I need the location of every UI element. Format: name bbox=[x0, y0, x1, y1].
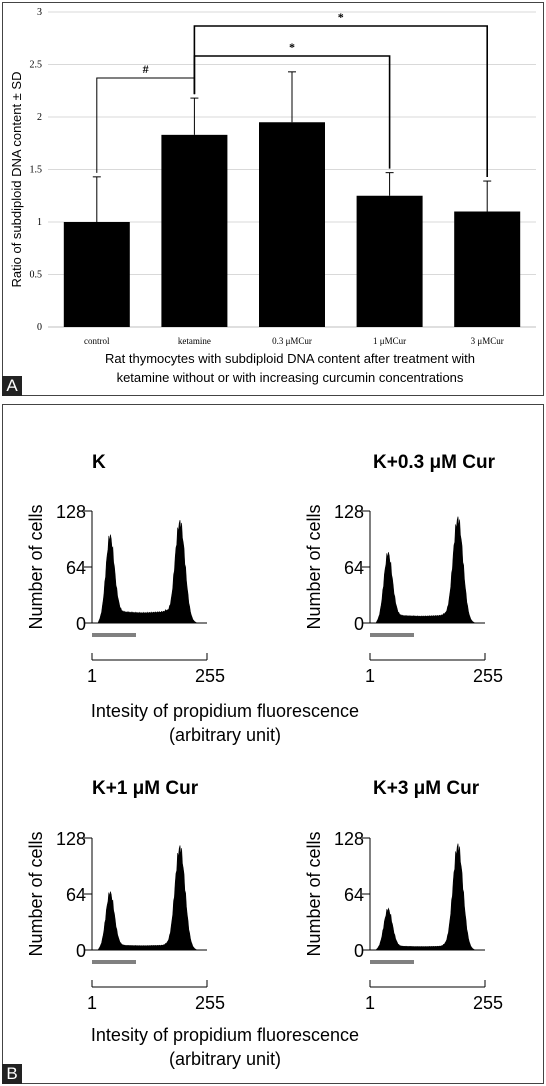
histogram-panel: K+3 μM Cur 0 64 128 1 255 Number of cells bbox=[304, 778, 503, 1013]
y-axis-label: Number of cells bbox=[304, 831, 324, 956]
x-axis-label: ketamine without or with increasing curc… bbox=[117, 370, 464, 385]
y-tick-label: 128 bbox=[56, 502, 86, 522]
x-tick-label: ketamine bbox=[178, 336, 211, 346]
histogram-panel: K+0.3 μM Cur 0 64 128 1 255 Number of cells bbox=[304, 452, 503, 686]
bar bbox=[356, 195, 423, 327]
y-tick-label: 0 bbox=[354, 941, 364, 961]
y-tick-label: 64 bbox=[344, 558, 364, 578]
y-tick-label: 1 bbox=[37, 217, 42, 228]
panel-b-frame bbox=[2, 404, 544, 1084]
bar bbox=[454, 211, 521, 327]
panel-label-b: B bbox=[2, 1064, 22, 1084]
x-tick-label: 255 bbox=[195, 993, 225, 1013]
x-tick-label: 1 μMCur bbox=[373, 336, 406, 346]
bar bbox=[63, 222, 130, 327]
histogram-area bbox=[375, 516, 475, 624]
y-tick-label: 64 bbox=[66, 885, 86, 905]
x-axis-label: (arbitrary unit) bbox=[169, 1049, 281, 1069]
x-tick-label: 1 bbox=[87, 993, 97, 1013]
x-axis-label: Rat thymocytes with subdiploid DNA conte… bbox=[105, 351, 475, 366]
significance-marker: * bbox=[338, 10, 344, 24]
y-tick-label: 0 bbox=[76, 614, 86, 634]
panel-a-frame bbox=[2, 2, 544, 396]
x-tick-label: 255 bbox=[195, 666, 225, 686]
histogram-area bbox=[97, 520, 197, 624]
y-tick-label: 2 bbox=[37, 112, 42, 123]
subdiploid-gate-bar bbox=[92, 960, 136, 964]
y-tick-label: 64 bbox=[66, 558, 86, 578]
y-tick-label: 64 bbox=[344, 885, 364, 905]
subdiploid-gate-bar bbox=[370, 633, 414, 637]
significance-marker: * bbox=[289, 40, 295, 54]
bar bbox=[161, 134, 228, 327]
x-axis-label: Intesity of propidium fluorescence bbox=[91, 701, 359, 721]
y-tick-label: 3 bbox=[37, 7, 42, 18]
subdiploid-gate-bar bbox=[370, 960, 414, 964]
x-tick-label: 3 μMCur bbox=[471, 336, 504, 346]
x-tick-label: 1 bbox=[87, 666, 97, 686]
histogram-panel: K+1 μM Cur 0 64 128 1 255 Number of cells bbox=[26, 778, 225, 1013]
y-axis-label: Ratio of subdiploid DNA content ± SD bbox=[9, 72, 24, 288]
y-tick-label: 0 bbox=[37, 322, 42, 333]
x-tick-label: 1 bbox=[365, 993, 375, 1013]
x-tick-label: 255 bbox=[473, 666, 503, 686]
y-axis-label: Number of cells bbox=[26, 831, 46, 956]
y-tick-label: 2.5 bbox=[30, 60, 43, 71]
panel-label-a: A bbox=[2, 376, 22, 396]
y-axis-label: Number of cells bbox=[26, 504, 46, 629]
histogram-title: K+3 μM Cur bbox=[373, 778, 480, 799]
y-tick-label: 128 bbox=[56, 829, 86, 849]
y-axis-label: Number of cells bbox=[304, 504, 324, 629]
significance-bracket bbox=[193, 25, 488, 178]
y-tick-label: 0 bbox=[354, 614, 364, 634]
y-tick-label: 128 bbox=[334, 502, 364, 522]
histogram-area bbox=[375, 843, 475, 951]
histogram-area bbox=[97, 845, 197, 951]
subdiploid-gate-bar bbox=[92, 633, 136, 637]
significance-marker: # bbox=[143, 62, 149, 76]
y-tick-label: 128 bbox=[334, 829, 364, 849]
y-tick-label: 0 bbox=[76, 941, 86, 961]
histogram-panel: K 0 64 128 1 255 Number of cells bbox=[26, 452, 225, 686]
y-tick-label: 1.5 bbox=[30, 165, 43, 176]
histogram-title: K+0.3 μM Cur bbox=[373, 452, 496, 473]
x-axis-label: (arbitrary unit) bbox=[169, 725, 281, 745]
bar bbox=[259, 122, 325, 327]
x-tick-label: 255 bbox=[473, 993, 503, 1013]
x-tick-label: 1 bbox=[365, 666, 375, 686]
y-tick-label: 0.5 bbox=[30, 270, 43, 281]
histogram-title: K+1 μM Cur bbox=[92, 778, 199, 799]
x-tick-label: control bbox=[84, 336, 110, 346]
x-axis-label: Intesity of propidium fluorescence bbox=[91, 1025, 359, 1045]
x-tick-label: 0.3 μMCur bbox=[272, 336, 312, 346]
histogram-title: K bbox=[92, 452, 106, 473]
